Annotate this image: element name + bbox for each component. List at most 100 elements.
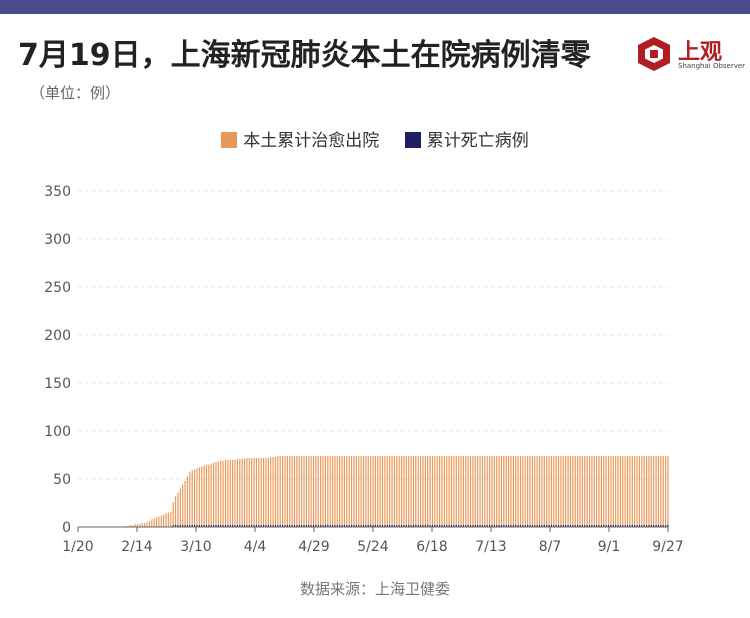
bar-deaths <box>638 525 641 527</box>
bar-recovered <box>289 455 291 527</box>
bar-deaths <box>555 525 557 527</box>
bar-deaths <box>600 525 602 527</box>
bar-recovered <box>336 455 338 527</box>
bar-deaths <box>515 525 517 527</box>
bar-recovered <box>362 455 365 527</box>
bar-deaths <box>370 525 372 527</box>
bar-deaths <box>217 525 219 527</box>
bar-deaths <box>512 525 514 527</box>
bar-deaths <box>488 525 491 527</box>
bar-deaths <box>572 525 574 527</box>
bar-recovered <box>186 476 189 527</box>
bar-recovered <box>615 455 617 527</box>
bar-deaths <box>239 525 241 527</box>
bar-recovered <box>215 461 217 527</box>
bar-deaths <box>377 525 379 527</box>
bar-recovered <box>293 455 296 527</box>
bar-recovered <box>548 455 550 527</box>
bar-deaths <box>289 525 291 527</box>
bar-deaths <box>236 525 238 527</box>
bar-deaths <box>581 525 583 527</box>
bar-recovered <box>146 522 148 527</box>
bar-deaths <box>439 525 441 527</box>
bar-recovered <box>350 455 353 527</box>
top-accent-bar <box>0 0 750 14</box>
bar-recovered <box>153 518 155 527</box>
bar-recovered <box>519 455 522 527</box>
bar-recovered <box>341 455 343 527</box>
bar-recovered <box>508 455 510 527</box>
bar-recovered <box>486 455 488 527</box>
bar-recovered <box>172 502 174 527</box>
bar-deaths <box>655 525 657 527</box>
bar-recovered <box>265 457 267 527</box>
bar-recovered <box>255 457 258 527</box>
bar-deaths <box>329 525 331 527</box>
bar-recovered <box>329 455 331 527</box>
bar-deaths <box>336 525 338 527</box>
bar-deaths <box>657 525 660 527</box>
bar-recovered <box>132 525 134 527</box>
bar-deaths <box>598 525 600 527</box>
bar-recovered <box>291 455 293 527</box>
bar-deaths <box>517 525 519 527</box>
bar-recovered <box>353 455 355 527</box>
bar-recovered <box>569 455 572 527</box>
bar-recovered <box>284 455 286 527</box>
bar-recovered <box>405 455 407 527</box>
bar-recovered <box>641 455 643 527</box>
bar-deaths <box>272 525 274 527</box>
bar-deaths <box>260 525 262 527</box>
bar-deaths <box>339 525 341 527</box>
y-tick-label: 50 <box>53 472 71 488</box>
bar-recovered <box>312 455 315 527</box>
bar-deaths <box>374 525 376 527</box>
bar-deaths <box>334 525 336 527</box>
bar-recovered <box>584 455 586 527</box>
bar-deaths <box>543 525 545 527</box>
bar-deaths <box>279 525 281 527</box>
bar-deaths <box>208 525 210 527</box>
bar-deaths <box>348 525 350 527</box>
bar-recovered <box>232 459 234 527</box>
y-tick-label: 100 <box>44 424 71 440</box>
brand-logo-subtitle: Shanghai Observer <box>678 62 746 70</box>
bar-deaths <box>567 525 569 527</box>
bar-deaths <box>386 525 388 527</box>
bar-deaths <box>358 525 360 527</box>
bar-deaths <box>241 525 243 527</box>
bar-deaths <box>360 525 362 527</box>
bar-recovered <box>515 455 517 527</box>
bar-recovered <box>184 480 186 527</box>
bar-deaths <box>398 525 400 527</box>
bar-recovered <box>400 455 403 527</box>
bar-recovered <box>267 457 269 527</box>
bar-recovered <box>634 455 636 527</box>
bar-deaths <box>224 525 227 527</box>
bar-deaths <box>189 525 191 527</box>
bar-recovered <box>600 455 602 527</box>
bar-deaths <box>446 525 448 527</box>
bar-recovered <box>205 464 208 527</box>
bar-deaths <box>548 525 550 527</box>
bar-recovered <box>439 455 441 527</box>
bar-recovered <box>393 455 396 527</box>
bar-deaths <box>284 525 286 527</box>
bar-recovered <box>596 455 598 527</box>
bar-deaths <box>574 525 576 527</box>
bar-recovered <box>229 459 231 527</box>
bar-recovered <box>534 455 536 527</box>
bar-recovered <box>638 455 641 527</box>
bar-recovered <box>274 456 277 527</box>
bar-deaths <box>365 525 367 527</box>
bar-deaths <box>626 525 629 527</box>
bar-deaths <box>400 525 403 527</box>
bar-deaths <box>234 525 236 527</box>
bar-deaths <box>662 525 664 527</box>
legend-item-deaths: 累计死亡病例 <box>404 126 529 151</box>
bar-deaths <box>472 525 474 527</box>
bar-recovered <box>410 455 412 527</box>
bar-recovered <box>377 455 379 527</box>
bar-deaths <box>251 525 253 527</box>
